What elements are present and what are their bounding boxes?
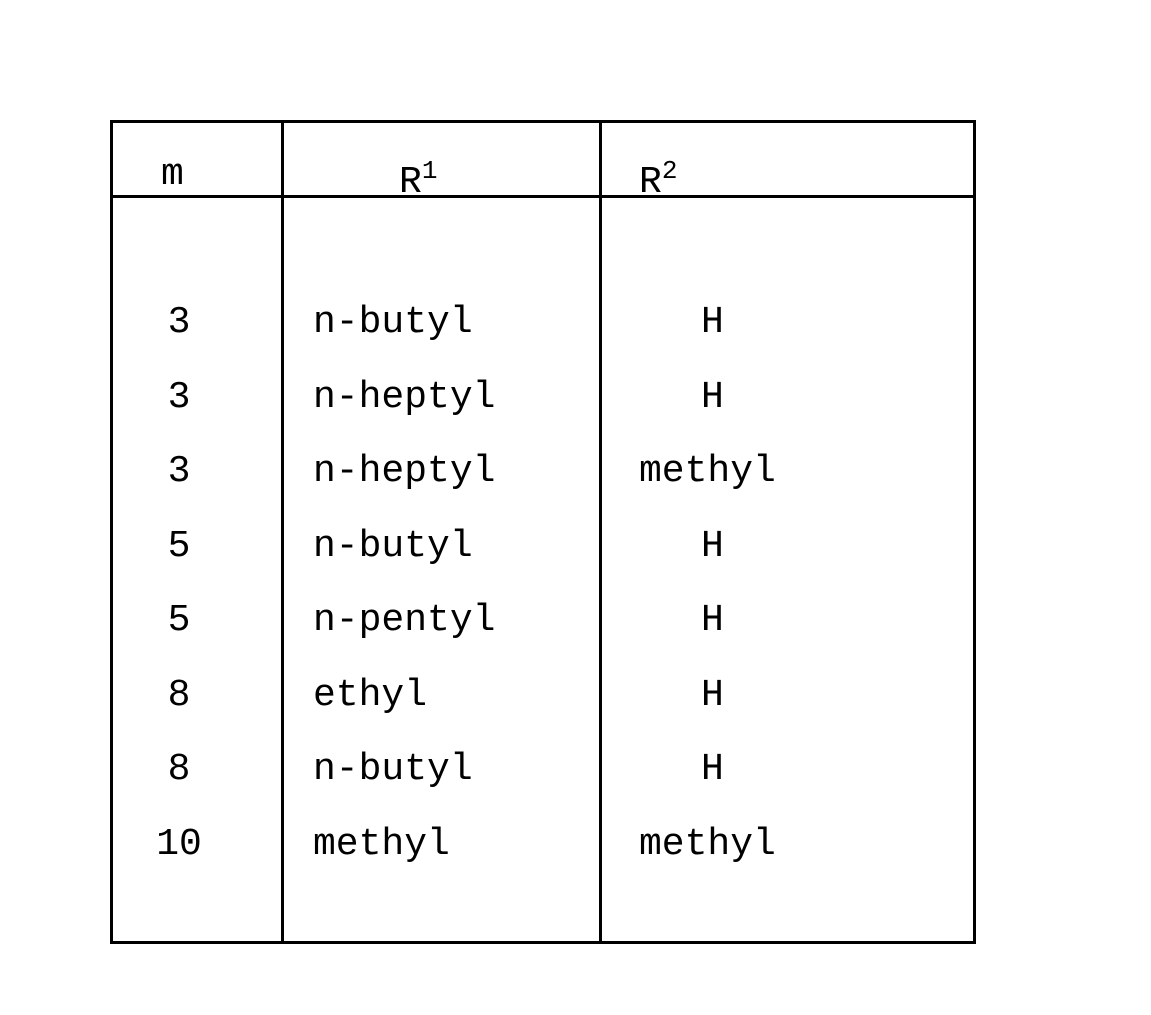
cell-r1: n-butyl bbox=[313, 527, 473, 567]
cell-r1: n-heptyl bbox=[313, 378, 495, 418]
cell-m: 5 bbox=[119, 527, 239, 567]
compound-table: m R1 R2 3 n-butyl H 3 n-heptyl H 3 n-heptyl meth… bbox=[110, 120, 976, 944]
cell-r2: H bbox=[701, 303, 724, 343]
cell-m: 3 bbox=[119, 378, 239, 418]
cell-r2: H bbox=[701, 676, 724, 716]
header-m: m bbox=[161, 155, 184, 195]
header-divider bbox=[113, 195, 973, 198]
cell-m: 8 bbox=[119, 750, 239, 790]
cell-r2: methyl bbox=[639, 825, 776, 865]
column-divider bbox=[281, 123, 284, 941]
header-r1: R1 bbox=[399, 151, 437, 203]
cell-r1: n-butyl bbox=[313, 750, 473, 790]
cell-r2: H bbox=[701, 527, 724, 567]
cell-r1: ethyl bbox=[313, 676, 427, 716]
cell-m: 3 bbox=[119, 303, 239, 343]
cell-m: 8 bbox=[119, 676, 239, 716]
cell-r1: n-butyl bbox=[313, 303, 473, 343]
cell-r2: methyl bbox=[639, 452, 776, 492]
cell-r1: methyl bbox=[313, 825, 450, 865]
cell-m: 3 bbox=[119, 452, 239, 492]
cell-r2: H bbox=[701, 601, 724, 641]
cell-r2: H bbox=[701, 378, 724, 418]
cell-m: 5 bbox=[119, 601, 239, 641]
cell-r1: n-heptyl bbox=[313, 452, 495, 492]
column-divider bbox=[599, 123, 602, 941]
cell-r1: n-pentyl bbox=[313, 601, 495, 641]
cell-m: 10 bbox=[119, 825, 239, 865]
cell-r2: H bbox=[701, 750, 724, 790]
header-r2: R2 bbox=[639, 151, 677, 203]
